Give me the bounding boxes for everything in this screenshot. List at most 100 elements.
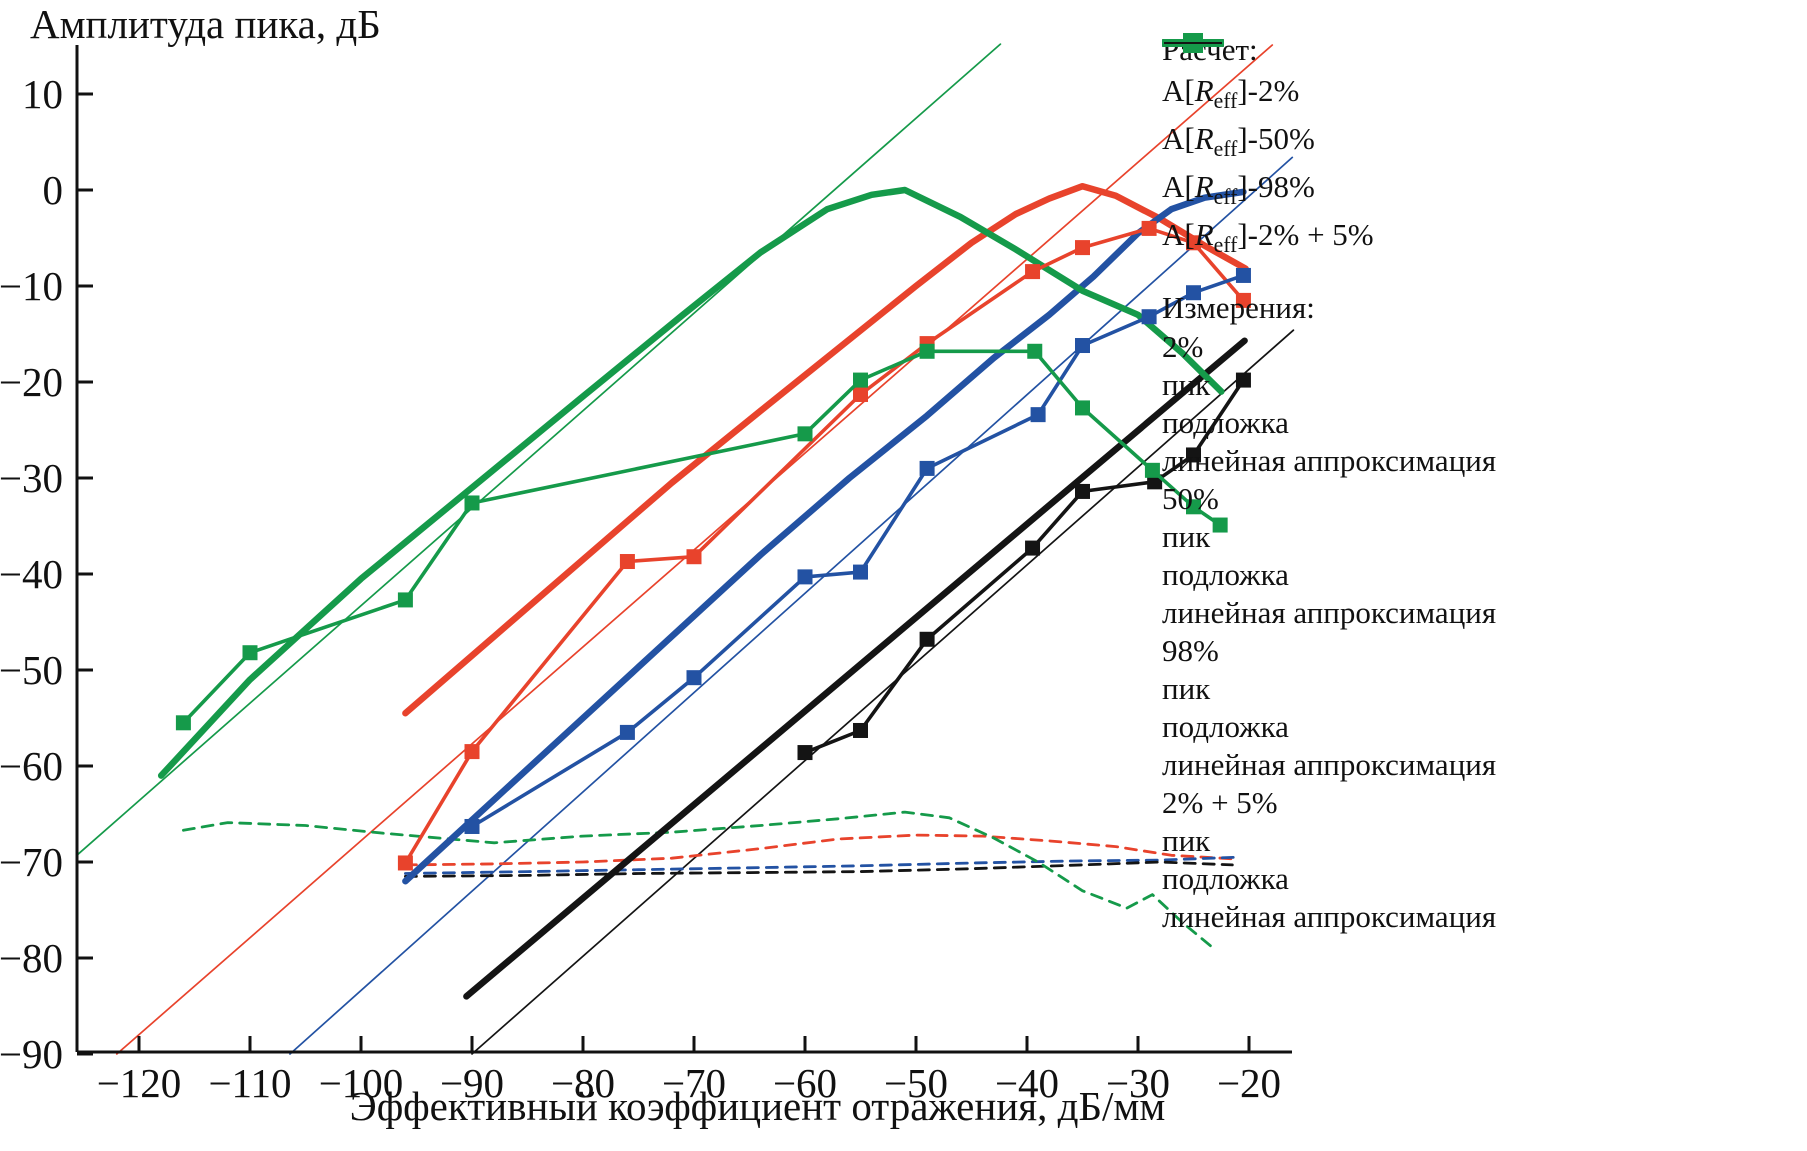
series-meas-50-substrate <box>403 855 1240 875</box>
x-tick-label: −70 <box>662 1060 726 1106</box>
legend-meas-item: пик <box>1162 33 1807 708</box>
data-point-meas-50-peak <box>919 460 935 476</box>
legend-calc-item-1: A[Reff]-50% <box>1162 39 1807 166</box>
y-tick-label: −90 <box>0 1031 63 1077</box>
legend-group-label: 98% <box>1162 633 1219 668</box>
series-meas-50-approx <box>289 156 1294 1055</box>
series-meas-2-substrate <box>403 833 1240 867</box>
data-point-meas-50-peak <box>686 670 702 686</box>
legend-meas-item: подложка <box>1162 41 1807 746</box>
legend-calc-item-label: A[Reff]-2% + 5% <box>1162 217 1374 258</box>
data-point-meas-98-peak <box>919 631 935 647</box>
legend-meas-item-label: линейная аппроксимация <box>1162 899 1497 934</box>
legend-meas-item-label: пик <box>1162 519 1211 554</box>
measured-peak-series <box>175 220 1251 871</box>
y-tick-label: −40 <box>0 551 63 597</box>
data-point-meas-2p5-peak <box>242 645 258 661</box>
series-calc-98 <box>463 337 1248 1000</box>
x-axis-title: Эффективный коэффициент отражения, дБ/мм <box>349 1083 1166 1129</box>
data-point-meas-2p5-peak <box>1186 499 1201 515</box>
y-tick-label: 0 <box>43 167 64 213</box>
data-point-meas-2-peak <box>1025 264 1041 280</box>
data-point-meas-2-peak <box>397 855 413 871</box>
data-point-meas-2p5-peak <box>397 592 413 608</box>
data-point-meas-2p5-peak <box>464 495 480 511</box>
data-point-meas-50-peak <box>1235 267 1251 283</box>
y-tick-label: −80 <box>0 935 63 981</box>
y-tick-label: −30 <box>0 455 63 501</box>
series-meas-98-approx <box>471 329 1295 1055</box>
data-point-meas-2p5-peak <box>797 426 813 442</box>
x-tick-label: −20 <box>1217 1060 1281 1106</box>
x-tick-label: −40 <box>995 1060 1059 1106</box>
x-tick-label: −30 <box>1106 1060 1170 1106</box>
data-point-meas-2p5-peak <box>919 343 935 359</box>
legend-meas-item: подложка <box>1162 41 1807 898</box>
data-point-meas-50-peak <box>853 564 868 580</box>
y-tick-label: −70 <box>0 839 63 885</box>
data-point-meas-2p5-peak <box>175 715 191 731</box>
series-meas-50-peak <box>470 273 1246 829</box>
data-point-meas-2-peak <box>1075 240 1090 256</box>
legend-meas-item-label: линейная аппроксимация <box>1162 443 1497 478</box>
data-point-meas-2-peak <box>853 386 868 402</box>
data-point-meas-98-peak <box>853 722 868 738</box>
legend-meas-item-label: линейная аппроксимация <box>1162 747 1497 782</box>
legend-meas-item: пик <box>1162 33 1807 860</box>
legend-meas-item: линейная аппроксимация <box>1162 42 1807 784</box>
y-tick-label: −10 <box>0 263 63 309</box>
y-tick-label: −50 <box>0 647 63 693</box>
data-point-meas-2-peak <box>1186 235 1201 251</box>
x-tick-label: −60 <box>773 1060 837 1106</box>
legend-meas-item: подложка <box>1162 41 1807 594</box>
data-point-meas-2p5-peak <box>1212 517 1228 533</box>
substrate-dashed-lines <box>181 810 1240 949</box>
legend-meas-item-label: подложка <box>1162 557 1289 592</box>
series-calc-50 <box>402 188 1247 885</box>
series-meas-2p5-substrate <box>181 810 1214 949</box>
data-point-meas-50-peak <box>1141 309 1157 325</box>
legend-group-label: 50% <box>1162 481 1219 516</box>
data-point-meas-2p5-peak <box>1027 343 1043 359</box>
data-point-meas-2-peak <box>686 549 702 565</box>
series-meas-98-substrate <box>403 860 1234 878</box>
legend-calc-item-2: A[Reff]-98% <box>1162 39 1807 214</box>
data-point-meas-98-peak <box>1147 474 1163 490</box>
legend: Расчет: A[Reff]-2% A[Reff]-50% A[Reff]-9… <box>1162 30 1807 936</box>
data-point-meas-98-peak <box>1025 540 1041 556</box>
series-calc-2p5 <box>157 186 1225 779</box>
legend-group-label: 2% <box>1162 329 1204 364</box>
legend-meas-item-label: подложка <box>1162 709 1289 744</box>
calculated-curves <box>157 182 1249 1000</box>
data-point-meas-2-peak <box>619 554 635 570</box>
series-meas-2p5-approx <box>75 43 1002 857</box>
data-point-meas-50-peak <box>1075 338 1090 354</box>
data-point-meas-2p5-peak <box>1075 400 1090 416</box>
data-point-meas-98-peak <box>1235 372 1251 388</box>
x-tick-label: −90 <box>440 1060 504 1106</box>
y-tick-label: −60 <box>0 743 63 789</box>
data-point-meas-50-peak <box>464 818 480 834</box>
legend-meas-item: пик <box>1162 33 1807 556</box>
axes <box>75 45 1292 1056</box>
legend-meas-item: линейная аппроксимация <box>1162 42 1807 480</box>
x-tick-label: −100 <box>319 1060 404 1106</box>
y-axis-title: Амплитуда пика, дБ <box>30 1 381 47</box>
legend-meas-item-label: линейная аппроксимация <box>1162 595 1497 630</box>
legend-calc-header: Расчет: <box>1162 32 1258 67</box>
legend-meas-item-label: подложка <box>1162 405 1289 440</box>
thin-swatch-icon <box>1164 42 1222 44</box>
data-point-meas-2p5-peak <box>853 372 868 388</box>
legend-meas-item: линейная аппроксимация <box>1162 42 1807 632</box>
legend-group-label: 2% + 5% <box>1162 785 1278 820</box>
data-point-meas-2-peak <box>1141 220 1157 236</box>
legend-meas-item: пик <box>1162 33 1807 404</box>
series-meas-2p5-peak <box>181 349 1222 725</box>
y-tick-label: 10 <box>22 71 63 117</box>
data-point-meas-2-peak <box>1235 292 1251 308</box>
x-tick-label: −120 <box>97 1060 182 1106</box>
data-point-meas-2p5-peak <box>1144 462 1160 478</box>
legend-calc-item-label: A[Reff]-50% <box>1162 121 1315 162</box>
data-point-meas-2-peak <box>464 744 480 760</box>
